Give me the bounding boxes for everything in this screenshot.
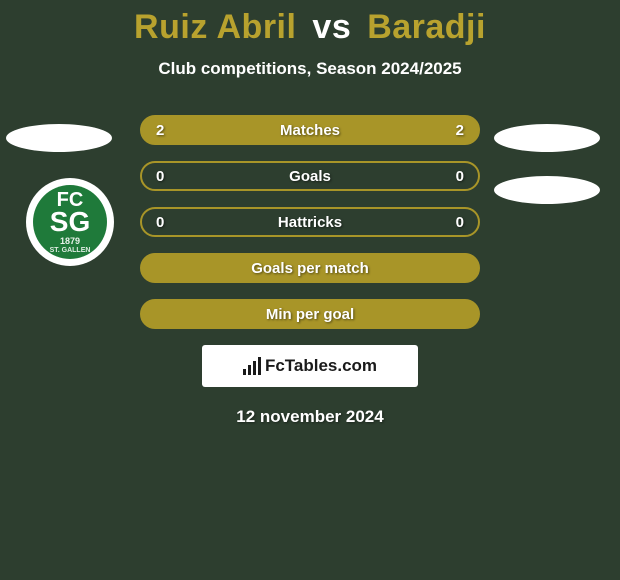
title: Ruiz Abril vs Baradji [0,0,620,47]
player1-name: Ruiz Abril [134,8,296,46]
player2-name: Baradji [367,8,486,46]
stat-right-value: 2 [456,122,464,139]
branding-text: FcTables.com [265,356,377,376]
stat-label: Goals per match [251,260,369,277]
stat-label: Min per goal [266,306,354,323]
stats-area: 2 Matches 2 0 Goals 0 0 Hattricks 0 Goal… [0,115,620,329]
stat-label: Matches [280,122,340,139]
stat-label: Hattricks [278,214,342,231]
vs-text: vs [312,8,351,46]
stat-label: Goals [289,168,331,185]
stat-left-value: 0 [156,168,164,185]
bar-chart-icon [243,357,261,375]
stat-row-matches: 2 Matches 2 [140,115,480,145]
stat-right-value: 0 [456,168,464,185]
stat-left-value: 2 [156,122,164,139]
date-text: 12 november 2024 [0,407,620,427]
subtitle: Club competitions, Season 2024/2025 [0,59,620,79]
stat-row-min-per-goal: Min per goal [140,299,480,329]
stat-row-goals-per-match: Goals per match [140,253,480,283]
stat-row-goals: 0 Goals 0 [140,161,480,191]
stat-row-hattricks: 0 Hattricks 0 [140,207,480,237]
stat-left-value: 0 [156,214,164,231]
stat-right-value: 0 [456,214,464,231]
infographic-root: Ruiz Abril vs Baradji Club competitions,… [0,0,620,580]
branding-box: FcTables.com [202,345,418,387]
